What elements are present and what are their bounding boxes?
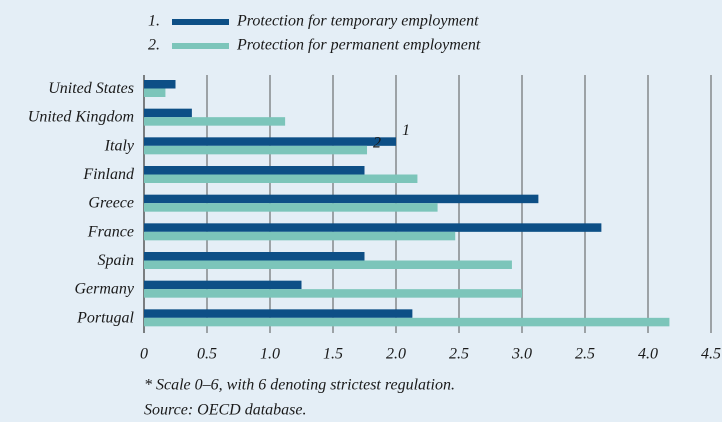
- bar: [144, 260, 512, 269]
- bar: [144, 80, 176, 89]
- bar: [144, 317, 670, 327]
- legend-number: 1.: [148, 13, 160, 30]
- bar: [144, 166, 365, 175]
- annotation: 1: [402, 122, 410, 139]
- legend-label: Protection for permanent employment: [236, 37, 481, 54]
- x-tick-label: 2.5: [449, 346, 469, 363]
- y-tick-label: Finland: [82, 166, 135, 183]
- bar: [144, 223, 602, 232]
- bar: [144, 231, 456, 241]
- x-tick-label: 0.5: [197, 346, 217, 363]
- y-tick-label: Spain: [98, 252, 134, 269]
- footnote: * Scale 0–6, with 6 denoting strictest r…: [144, 377, 455, 394]
- footnote: Source: OECD database.: [144, 402, 307, 419]
- bar: [144, 194, 539, 204]
- annotation: 2: [373, 135, 381, 152]
- x-tick-label: 2.0: [386, 346, 406, 363]
- bar: [144, 88, 166, 97]
- bar: [144, 145, 368, 155]
- y-tick-label: United States: [48, 80, 134, 97]
- legend-label: Protection for temporary employment: [236, 13, 479, 30]
- x-tick-label: 4.5: [701, 346, 721, 363]
- bar: [144, 289, 522, 298]
- y-tick-label: Italy: [104, 137, 135, 154]
- bar: [144, 309, 413, 318]
- bar: [144, 252, 365, 261]
- y-tick-label: United Kingdom: [28, 109, 134, 126]
- legend-swatch: [172, 19, 229, 25]
- bar: [144, 174, 418, 183]
- x-tick-label: 1.5: [323, 346, 343, 363]
- y-tick-label: Greece: [88, 195, 134, 212]
- x-tick-label: 0: [140, 346, 148, 363]
- bar: [144, 117, 286, 126]
- x-tick-label: 4.0: [638, 346, 658, 363]
- x-tick-label: 1.0: [260, 346, 280, 363]
- y-tick-label: Germany: [74, 281, 134, 298]
- y-tick-label: Portugal: [76, 309, 134, 326]
- legend-swatch: [172, 43, 229, 49]
- bar: [144, 108, 192, 118]
- y-tick-label: France: [87, 223, 134, 240]
- bar: [144, 203, 438, 212]
- x-tick-label: 2.5: [575, 346, 595, 363]
- x-tick-label: 3.0: [511, 346, 532, 363]
- bar: [144, 137, 396, 146]
- legend-number: 2.: [148, 37, 160, 54]
- bar: [144, 280, 302, 290]
